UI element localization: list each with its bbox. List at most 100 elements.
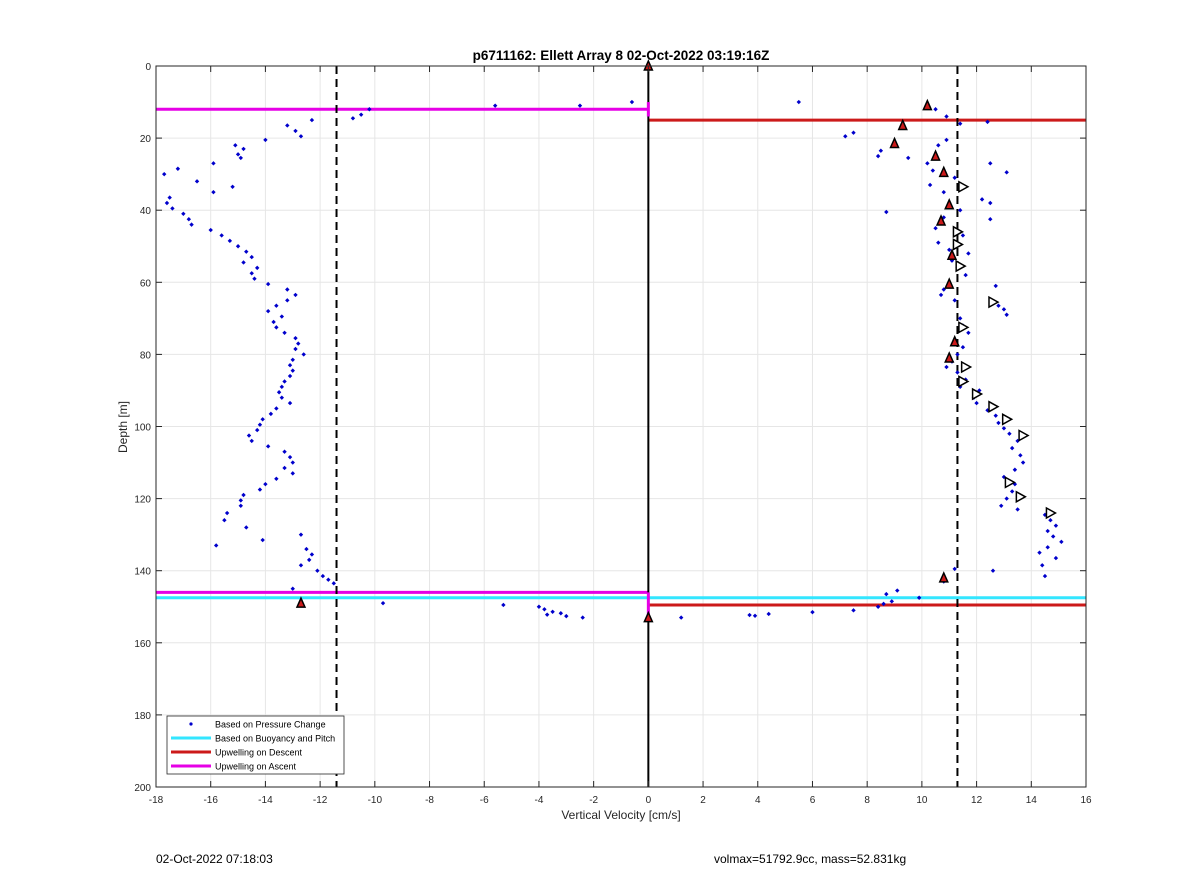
- pressure-point: [1012, 467, 1018, 472]
- pressure-point: [966, 251, 971, 256]
- pressure-point: [501, 602, 506, 608]
- pressure-point: [955, 370, 960, 375]
- descent-marker: [944, 277, 955, 289]
- pressure-point: [167, 195, 172, 200]
- pressure-point: [1048, 518, 1053, 523]
- pressure-point: [298, 134, 304, 139]
- pressure-point: [241, 492, 246, 498]
- pressure-point: [944, 137, 949, 143]
- footer-glider-info: volmax=51792.9cc, mass=52.831kg: [714, 852, 907, 866]
- pressure-point: [952, 298, 957, 303]
- pressure-point: [988, 200, 993, 206]
- pressure-point: [279, 395, 285, 400]
- pressure-point: [944, 364, 949, 370]
- legend-swatch: [189, 722, 193, 726]
- pressure-point: [884, 591, 889, 597]
- pressure-point: [282, 465, 287, 471]
- pressure-point: [878, 148, 884, 153]
- pressure-point: [287, 373, 293, 379]
- pressure-point: [274, 406, 279, 411]
- pressure-point: [175, 166, 181, 171]
- pressure-point: [999, 503, 1004, 509]
- legend-box: [166, 715, 345, 775]
- y-tick-label: 120: [134, 495, 151, 506]
- pressure-point: [252, 276, 257, 281]
- pressure-point: [936, 143, 941, 148]
- pressure-point: [916, 595, 922, 600]
- pressure-point: [1053, 555, 1059, 561]
- pressure-point: [1007, 431, 1012, 436]
- pressure-point: [238, 498, 243, 503]
- ascent-marker: [988, 400, 1000, 413]
- pressure-point: [996, 303, 1001, 308]
- pressure-point: [263, 481, 268, 487]
- x-tick-label: 16: [1080, 795, 1092, 806]
- pressure-point: [577, 103, 583, 108]
- pressure-point: [181, 211, 186, 217]
- ascent-marker: [958, 321, 970, 334]
- pressure-point: [320, 573, 326, 579]
- pressure-point: [282, 379, 287, 384]
- pressure-point: [906, 155, 911, 161]
- pressure-point: [996, 420, 1001, 426]
- pressure-point: [550, 609, 555, 614]
- pressure-point: [933, 226, 938, 231]
- pressure-point: [933, 107, 938, 112]
- ascent-marker: [955, 259, 967, 273]
- x-tick-label: -14: [258, 795, 273, 806]
- pressure-point: [1009, 445, 1015, 451]
- y-tick-label: 20: [140, 134, 152, 145]
- pressure-point: [268, 411, 274, 417]
- pressure-point: [170, 206, 175, 211]
- pressure-point: [881, 601, 886, 607]
- pressure-point: [249, 438, 254, 444]
- axes: [155, 65, 1087, 788]
- ascent-marker: [988, 295, 1000, 309]
- pressure-point: [1001, 307, 1007, 312]
- descent-marker: [938, 165, 949, 178]
- x-axis-label: Vertical Velocity [cm/s]: [561, 808, 680, 822]
- pressure-point: [244, 249, 249, 254]
- pressure-point: [282, 330, 287, 335]
- pressure-point: [367, 107, 372, 112]
- pressure-point: [290, 368, 295, 373]
- pressure-point: [944, 114, 949, 119]
- pressure-point: [993, 283, 998, 289]
- pressure-point: [287, 363, 293, 368]
- ascent-marker: [1001, 413, 1014, 426]
- pressure-point: [249, 271, 254, 276]
- pressure-point: [309, 117, 315, 123]
- pressure-point: [350, 116, 356, 121]
- zero-line-marker: [646, 102, 650, 117]
- pressure-point: [194, 179, 200, 184]
- pressure-point: [979, 197, 985, 202]
- x-tick-label: -2: [589, 795, 598, 806]
- pressure-point: [306, 557, 312, 563]
- pressure-point: [260, 537, 265, 543]
- pressure-point: [285, 123, 290, 128]
- y-tick-label: 160: [134, 639, 151, 650]
- descent-marker: [897, 118, 908, 131]
- descent-marker: [295, 596, 307, 608]
- pressure-point: [211, 189, 216, 195]
- y-tick-label: 40: [140, 206, 152, 217]
- ascent-marker: [1045, 506, 1057, 520]
- descent-marker: [949, 334, 960, 347]
- pressure-point: [960, 233, 966, 238]
- pressure-point: [960, 344, 966, 350]
- pressure-point: [851, 608, 856, 613]
- pressure-point: [380, 600, 386, 606]
- pressure-point: [1018, 453, 1023, 458]
- pressure-point: [747, 612, 752, 618]
- pressure-point: [298, 563, 304, 568]
- x-tick-label: 0: [646, 795, 652, 806]
- pressure-point: [875, 153, 881, 159]
- pressure-point: [326, 577, 331, 582]
- x-tick-label: -12: [313, 795, 328, 806]
- pressure-point: [993, 413, 998, 418]
- pressure-point: [304, 546, 309, 552]
- pressure-point: [290, 471, 295, 476]
- pressure-point: [536, 604, 542, 609]
- descent-marker: [922, 98, 933, 111]
- descent-marker: [643, 610, 654, 623]
